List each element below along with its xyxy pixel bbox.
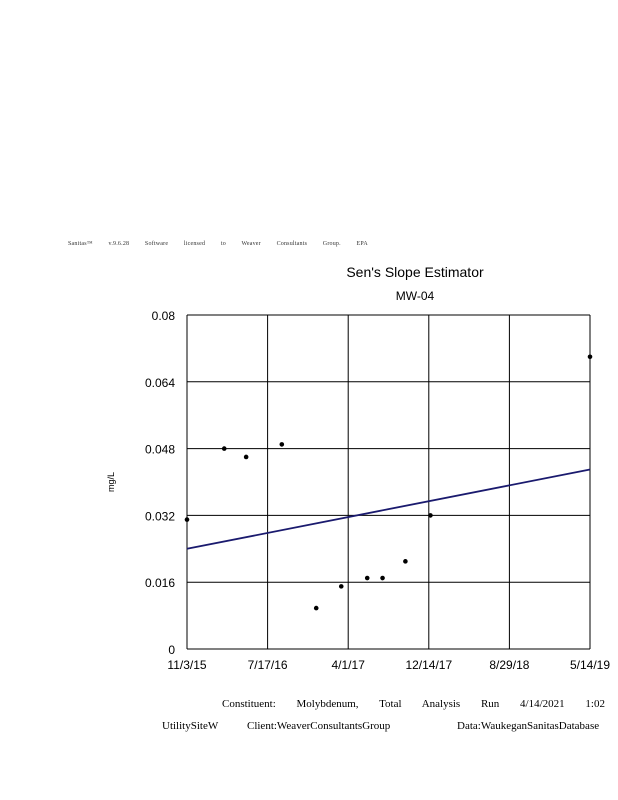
data-point bbox=[587, 354, 593, 360]
data-point bbox=[279, 442, 285, 447]
data-point bbox=[403, 559, 408, 564]
license-text: Sanitas™ v.9.6.28 Software licensed to W… bbox=[68, 241, 368, 247]
footer-site: UtilitySiteW bbox=[162, 720, 219, 732]
y-tick-label: 0.016 bbox=[145, 576, 175, 590]
data-point bbox=[338, 584, 344, 589]
y-tick-label: 0 bbox=[168, 643, 175, 657]
x-tick-label: 5/14/19 bbox=[570, 658, 610, 672]
y-tick-label: 0.064 bbox=[145, 376, 175, 390]
y-tick-label: 0.08 bbox=[152, 309, 176, 323]
sens-slope-trend-line bbox=[186, 468, 591, 550]
x-tick-label: 12/14/17 bbox=[405, 658, 452, 672]
chart-title: Sen's Slope Estimator bbox=[346, 264, 484, 280]
data-point bbox=[243, 454, 249, 460]
y-tick-label: 0.048 bbox=[145, 443, 175, 457]
data-point bbox=[313, 605, 319, 611]
x-tick-label: 7/17/16 bbox=[248, 658, 288, 672]
data-point bbox=[221, 446, 227, 451]
y-tick-label: 0.032 bbox=[145, 509, 175, 523]
data-point bbox=[428, 513, 433, 518]
x-tick-label: 11/3/15 bbox=[167, 658, 206, 672]
x-tick-label: 4/1/17 bbox=[332, 658, 366, 672]
footer-constituent: Constituent: Molybdenum, Total Analysis … bbox=[222, 698, 618, 710]
footer-info: UtilitySiteW Client:WeaverConsultantsGro… bbox=[162, 720, 599, 732]
data-point bbox=[380, 575, 385, 581]
x-tick-label: 8/29/18 bbox=[489, 658, 529, 672]
chart-subtitle: MW-04 bbox=[395, 289, 435, 303]
footer-data: Data:WaukeganSanitasDatabase bbox=[457, 720, 600, 732]
footer-client: Client:WeaverConsultantsGroup bbox=[246, 720, 391, 732]
y-axis-label: mg/L bbox=[106, 472, 116, 492]
data-point bbox=[184, 517, 190, 522]
data-point bbox=[364, 575, 370, 581]
